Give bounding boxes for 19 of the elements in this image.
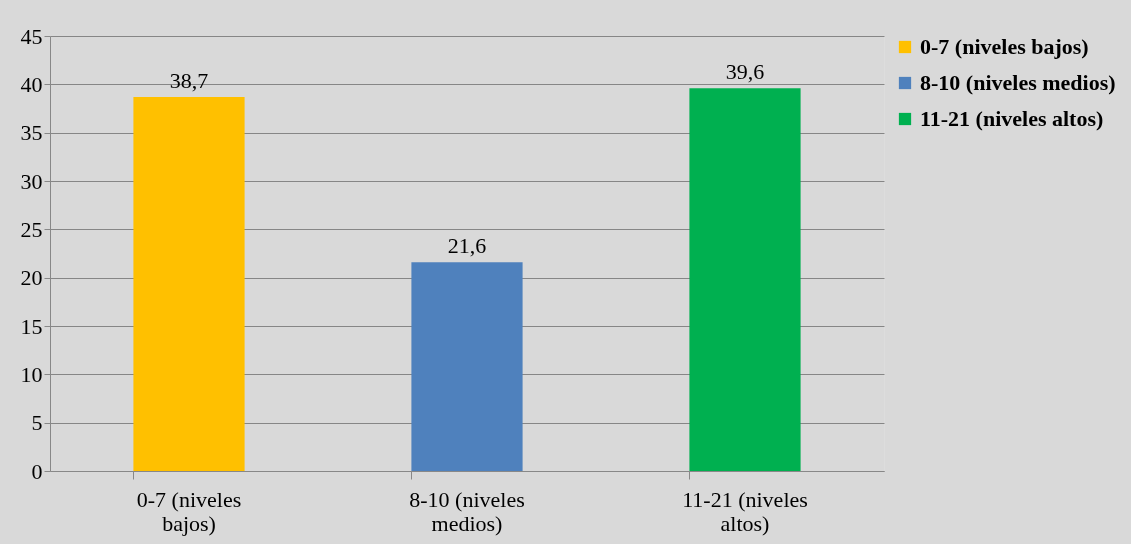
y-tick-label: 0: [31, 458, 43, 484]
data-label: 39,6: [725, 59, 765, 85]
x-tick-label: 11-21 (niveles altos): [682, 486, 808, 536]
y-tick-label: 10: [20, 361, 43, 387]
y-tick-label: 40: [20, 71, 43, 97]
y-tick-label: 35: [20, 120, 43, 146]
x-tick-label: 0-7 (niveles bajos): [136, 486, 242, 536]
x-tick-label: 8-10 (niveles medios): [409, 486, 525, 536]
y-tick-label: 30: [20, 168, 43, 194]
y-tick-label: 45: [20, 23, 43, 49]
legend-label: 0-7 (niveles bajos): [920, 34, 1089, 59]
y-tick-label: 25: [20, 216, 43, 242]
y-tick-label: 20: [20, 265, 43, 291]
data-label: 38,7: [169, 67, 209, 93]
y-tick-label: 15: [20, 313, 43, 339]
y-tick-label: 5: [31, 410, 43, 436]
legend-label: 8-10 (niveles medios): [920, 70, 1116, 95]
data-label: 21,6: [447, 233, 487, 259]
legend-label: 11-21 (niveles altos): [920, 106, 1104, 131]
